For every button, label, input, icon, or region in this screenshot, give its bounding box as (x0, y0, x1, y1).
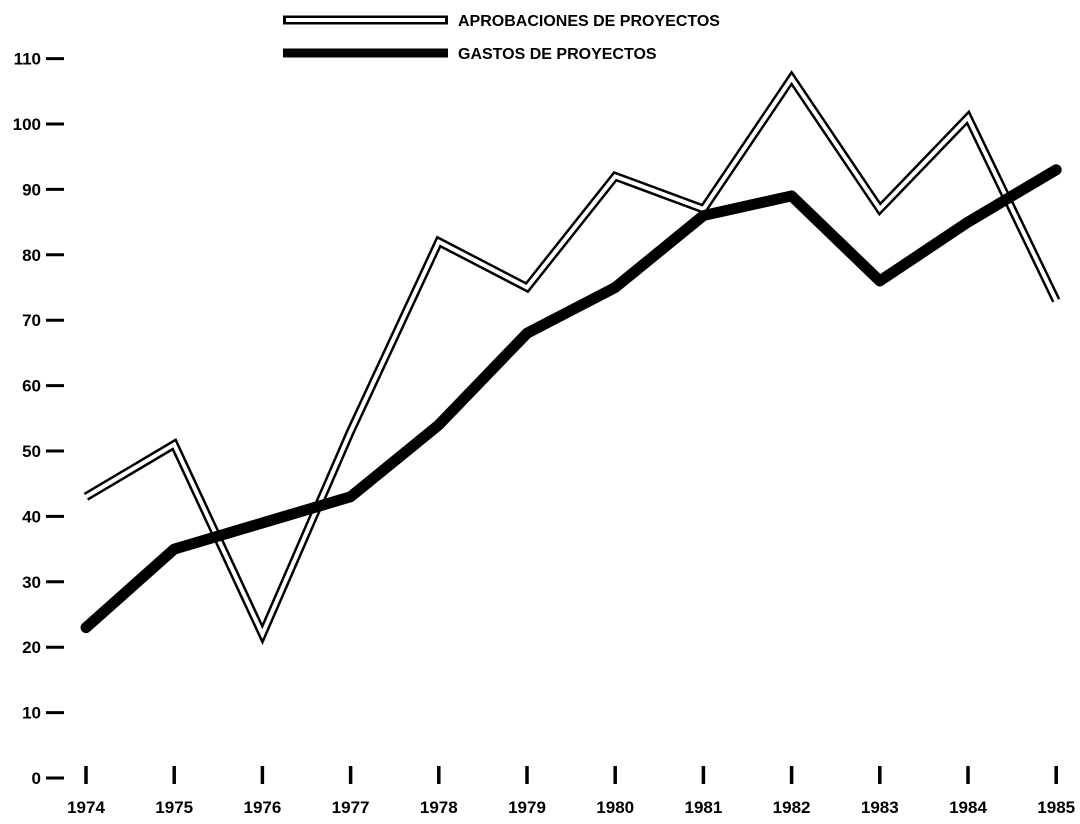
y-tick-label: 70 (22, 311, 41, 330)
y-tick-label: 30 (22, 573, 41, 592)
legend: APROBACIONES DE PROYECTOS GASTOS DE PROYE… (283, 13, 720, 63)
x-axis: 1974 1975 1976 1977 1978 1979 1980 1981 1982 1983… (67, 766, 1075, 817)
x-tick-label: 1984 (949, 798, 987, 817)
y-tick-label: 80 (22, 246, 41, 265)
x-tick-label: 1983 (861, 798, 899, 817)
x-tick-label: 1974 (67, 798, 105, 817)
y-tick-label: 90 (22, 180, 41, 199)
series-line (80, 164, 1062, 634)
legend-item: GASTOS DE PROYECTOS (283, 46, 657, 63)
y-tick-label: 0 (32, 769, 41, 788)
x-tick-label: 1978 (420, 798, 458, 817)
legend-item: APROBACIONES DE PROYECTOS (283, 13, 720, 30)
x-tick-label: 1975 (155, 798, 193, 817)
x-tick-label: 1977 (332, 798, 370, 817)
y-tick-label: 20 (22, 638, 41, 657)
legend-label: APROBACIONES DE PROYECTOS (458, 13, 720, 30)
series-line-inner (84, 74, 1059, 639)
y-tick-label: 110 (14, 50, 41, 69)
y-tick-label: 50 (22, 442, 41, 461)
x-tick-label: 1985 (1037, 798, 1075, 817)
series-aprobaciones (83, 70, 1061, 646)
x-tick-label: 1976 (243, 798, 281, 817)
y-tick-label: 10 (22, 704, 41, 723)
y-axis: 0 10 20 30 40 50 60 70 80 90 100 110 (13, 50, 64, 788)
x-tick-label: 1980 (596, 798, 634, 817)
y-tick-label: 60 (22, 377, 41, 396)
legend-label: GASTOS DE PROYECTOS (458, 46, 657, 63)
x-tick-label: 1981 (684, 798, 722, 817)
series-layer (80, 70, 1062, 646)
x-tick-label: 1979 (508, 798, 546, 817)
x-tick-label: 1982 (773, 798, 811, 817)
y-tick-label: 40 (22, 507, 41, 526)
y-tick-label: 100 (13, 115, 41, 134)
series-gastos (80, 164, 1062, 634)
series-line-outer (83, 70, 1061, 646)
